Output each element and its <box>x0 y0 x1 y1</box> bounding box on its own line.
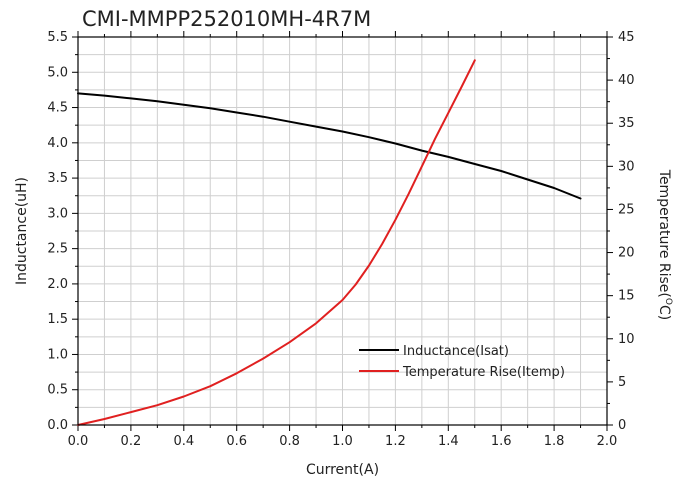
y2-tick-label: 30 <box>618 159 635 174</box>
y-tick-label: 2.0 <box>47 277 68 292</box>
y-tick-label: 0.0 <box>47 418 68 433</box>
x-tick-label: 0.2 <box>121 434 142 449</box>
x-tick-label: 0.0 <box>68 434 89 449</box>
y-tick-label: 0.5 <box>47 383 68 398</box>
plot-frame <box>77 36 608 426</box>
x-tick-label: 0.8 <box>279 434 300 449</box>
y-tick-label: 3.0 <box>47 206 68 221</box>
y-tick-label: 4.5 <box>47 101 68 116</box>
y2-tick-label: 15 <box>618 289 635 304</box>
x-tick-label: 1.4 <box>438 434 459 449</box>
y-tick-label: 1.5 <box>47 312 68 327</box>
y2-tick-label: 10 <box>618 332 635 347</box>
series-line-inductance <box>77 92 582 200</box>
y-tick-label: 5.0 <box>47 65 68 80</box>
y2-tick-label: 0 <box>618 418 626 433</box>
legend-label-temperature: Temperature Rise(Itemp) <box>402 365 565 380</box>
y2-tick-label: 25 <box>618 202 635 217</box>
y2-tick-label: 45 <box>618 30 635 45</box>
series-line-temperature-rise <box>77 59 476 426</box>
y2-tick-label: 35 <box>618 116 635 131</box>
y2-axis-label-degree: O <box>663 298 673 305</box>
y2-tick-label: 20 <box>618 246 635 261</box>
y-tick-label: 3.5 <box>47 171 68 186</box>
x-tick-label: 1.6 <box>491 434 512 449</box>
y2-axis-label-prefix: Temperature Rise( <box>656 169 672 298</box>
series-layer <box>77 59 582 426</box>
y-tick-label: 1.0 <box>47 347 68 362</box>
x-tick-label: 0.6 <box>226 434 247 449</box>
y-tick-label: 5.5 <box>47 30 68 45</box>
x-tick-label: 1.2 <box>385 434 406 449</box>
x-tick-label: 0.4 <box>173 434 194 449</box>
y2-axis-label-suffix: C) <box>656 305 672 320</box>
legend: Inductance(Isat) Temperature Rise(Itemp) <box>359 344 565 380</box>
x-tick-label: 2.0 <box>597 434 618 449</box>
x-axis-label: Current(A) <box>306 462 379 478</box>
x-tick-label: 1.0 <box>332 434 353 449</box>
y2-tick-label: 40 <box>618 73 635 88</box>
chart-title: CMI-MMPP252010MH-4R7M <box>82 7 371 31</box>
y2-axis-label: Temperature Rise(OC) <box>656 169 673 320</box>
legend-label-inductance: Inductance(Isat) <box>403 344 509 359</box>
y-axis-label: Inductance(uH) <box>14 177 30 285</box>
y-tick-label: 2.5 <box>47 242 68 257</box>
x-tick-label: 1.8 <box>544 434 565 449</box>
y-tick-label: 4.0 <box>47 136 68 151</box>
y2-tick-label: 5 <box>618 375 626 390</box>
tick-labels: 0.0 0.2 0.4 0.6 0.8 1.0 1.2 1.4 1.6 1.8 2.0 0.0 0.5 1… <box>47 30 634 449</box>
